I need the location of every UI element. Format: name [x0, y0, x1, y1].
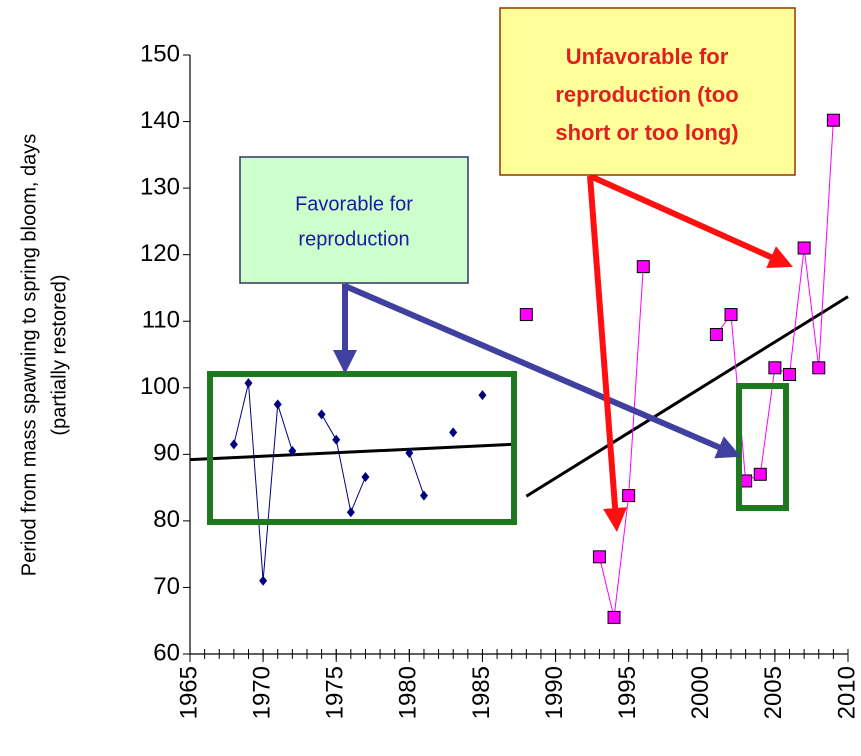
annotation-box	[499, 7, 796, 176]
y-tick-label: 70	[153, 573, 180, 600]
y-tick-label: 140	[140, 107, 180, 134]
point	[361, 471, 370, 482]
y-tick-label: 100	[140, 373, 180, 400]
point	[592, 550, 606, 564]
highlight-box	[736, 383, 789, 511]
point	[449, 427, 458, 438]
point	[709, 328, 723, 342]
highlight-box	[207, 371, 517, 525]
trend-line	[525, 295, 849, 498]
annotation: short or too long)	[555, 120, 738, 145]
annotation: Unfavorable for	[566, 44, 729, 69]
x-tick-label: 2000	[687, 666, 714, 719]
y-tick-label: 120	[140, 240, 180, 267]
annotation: reproduction (too	[555, 82, 738, 107]
y-tick-label: 60	[153, 639, 180, 666]
x-tick-label: 1980	[395, 666, 422, 719]
y-tick-label: 80	[153, 506, 180, 533]
y-tick-label: 130	[140, 173, 180, 200]
x-tick-label: 1970	[248, 666, 275, 719]
point	[768, 361, 782, 375]
y-tick-label: 150	[140, 40, 180, 67]
point	[826, 113, 840, 127]
y-tick-label: 110	[142, 307, 180, 334]
arrow	[343, 283, 742, 459]
point	[797, 241, 811, 255]
point	[405, 448, 414, 459]
annotation: Favorable for	[295, 193, 413, 215]
x-tick-label: 1995	[614, 666, 641, 719]
point	[259, 575, 268, 586]
arrow	[587, 175, 628, 532]
point	[724, 308, 738, 322]
plot-area: 60 70 80 90 100 110 120 130 140 150 1965 1970 1975 19…	[140, 40, 860, 719]
series-line	[234, 383, 483, 581]
point	[229, 439, 238, 450]
y-axis-label: Period from mass spawning to spring bloo…	[18, 134, 40, 576]
point	[636, 260, 650, 274]
point	[783, 367, 797, 381]
x-tick-label: 1965	[175, 666, 202, 719]
arrow	[588, 173, 793, 269]
y-tick-label: 90	[153, 440, 180, 467]
annotation: reproduction	[298, 228, 409, 250]
x-tick-label: 1990	[541, 666, 568, 719]
x-tick-label: 1975	[322, 666, 349, 719]
point	[478, 390, 487, 401]
point	[332, 434, 341, 445]
point	[419, 490, 428, 501]
point	[607, 610, 621, 624]
trend-line	[189, 442, 512, 462]
x-tick-label: 2010	[833, 666, 860, 719]
y-axis-label: (partially restored)	[48, 274, 70, 435]
point	[812, 361, 826, 375]
annotation-box	[239, 156, 469, 284]
x-tick-label: 1985	[468, 666, 495, 719]
point	[622, 489, 636, 503]
x-tick-label: 2005	[760, 666, 787, 719]
point	[346, 507, 355, 518]
point	[244, 378, 253, 389]
point	[753, 467, 767, 481]
point	[519, 308, 533, 322]
point	[288, 446, 297, 457]
point	[273, 399, 282, 410]
point	[317, 409, 326, 420]
